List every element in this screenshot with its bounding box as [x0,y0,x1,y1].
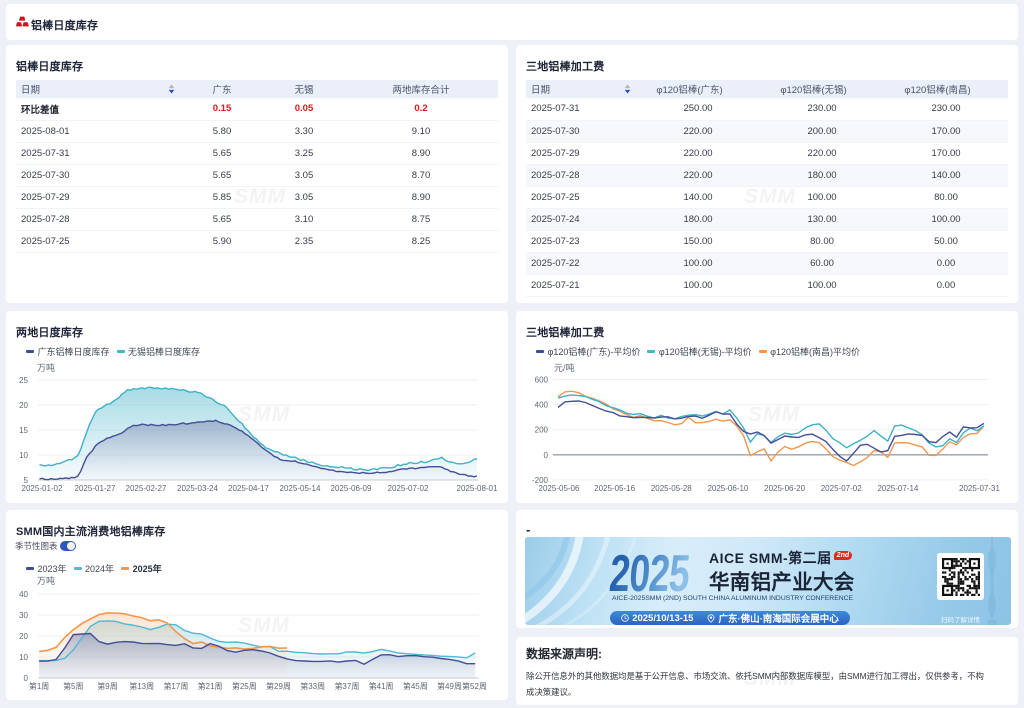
svg-text:0: 0 [544,451,549,460]
svg-text:万吨: 万吨 [37,576,55,586]
svg-text:40: 40 [19,590,28,599]
svg-text:第13周: 第13周 [129,681,154,691]
svg-text:第17周: 第17周 [163,681,188,691]
svg-text:第21周: 第21周 [198,681,223,691]
svg-text:第33周: 第33周 [300,681,325,691]
svg-text:200: 200 [535,426,549,435]
svg-text:2025-06-20: 2025-06-20 [764,484,805,493]
svg-text:2025-07-14: 2025-07-14 [877,484,918,493]
svg-text:0: 0 [24,674,29,683]
svg-text:20: 20 [19,632,28,641]
svg-text:25: 25 [19,376,28,385]
svg-text:第9周: 第9周 [97,681,117,691]
svg-text:2025-03-24: 2025-03-24 [177,484,218,493]
svg-text:10: 10 [19,451,28,460]
svg-text:2025-05-28: 2025-05-28 [651,484,692,493]
svg-text:第29周: 第29周 [266,681,291,691]
svg-text:10: 10 [19,653,28,662]
svg-text:400: 400 [535,401,549,410]
svg-text:第37周: 第37周 [334,681,359,691]
svg-text:2025-05-06: 2025-05-06 [539,484,580,493]
svg-text:2025-07-31: 2025-07-31 [959,484,1000,493]
svg-text:2025-07-02: 2025-07-02 [388,484,429,493]
svg-text:600: 600 [535,376,549,385]
svg-text:2025-08-01: 2025-08-01 [457,484,498,493]
svg-text:2025-02-27: 2025-02-27 [126,484,167,493]
svg-text:第1周: 第1周 [29,681,49,691]
svg-text:第52周: 第52周 [462,681,487,691]
svg-text:2025-05-14: 2025-05-14 [280,484,321,493]
svg-text:元/吨: 元/吨 [554,362,575,373]
svg-text:2025-01-27: 2025-01-27 [75,484,116,493]
svg-text:20: 20 [19,401,28,410]
svg-text:5: 5 [24,476,29,485]
svg-text:2025-05-16: 2025-05-16 [594,484,635,493]
svg-text:2025-06-10: 2025-06-10 [707,484,748,493]
svg-text:-200: -200 [532,476,549,485]
svg-text:2025-04-17: 2025-04-17 [228,484,269,493]
svg-text:2025-07-02: 2025-07-02 [821,484,862,493]
svg-text:第5周: 第5周 [63,681,83,691]
svg-text:第25周: 第25周 [232,681,257,691]
svg-text:万吨: 万吨 [37,362,55,373]
svg-text:2025-06-09: 2025-06-09 [331,484,372,493]
svg-text:第49周: 第49周 [437,681,462,691]
svg-text:第41周: 第41周 [369,681,394,691]
svg-text:30: 30 [19,611,28,620]
svg-text:15: 15 [19,426,28,435]
svg-text:第45周: 第45周 [403,681,428,691]
svg-text:2025-01-02: 2025-01-02 [22,484,63,493]
